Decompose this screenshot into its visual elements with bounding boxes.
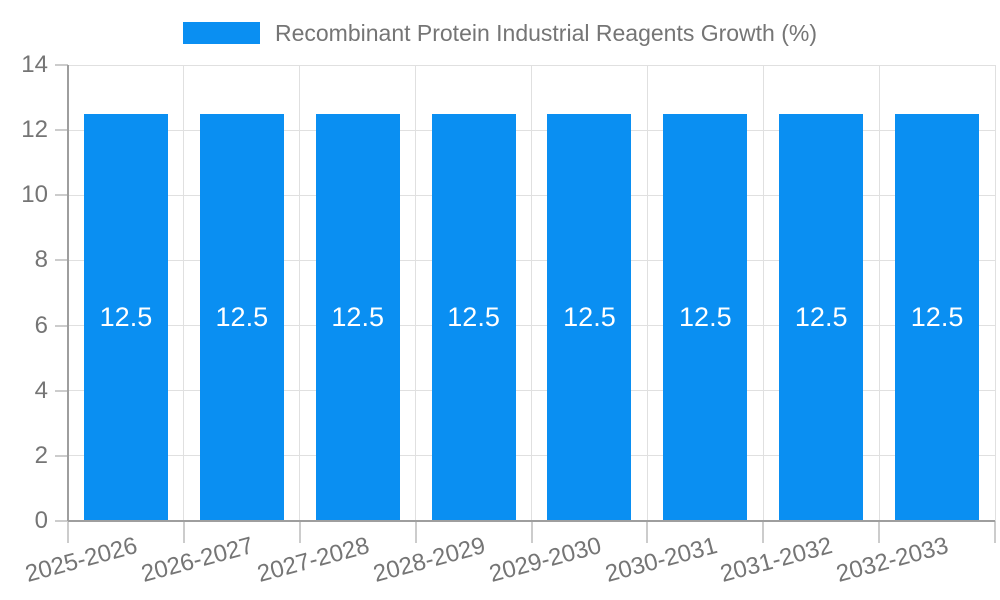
- x-tick: [878, 521, 881, 543]
- bar-value-label: 12.5: [794, 302, 848, 333]
- x-axis-label: 2025-2026: [22, 532, 141, 588]
- x-axis-label: 2032-2033: [833, 532, 952, 588]
- bar[interactable]: 12.5: [779, 113, 864, 521]
- y-axis-line: [67, 65, 69, 521]
- y-tick: [55, 64, 68, 66]
- y-axis-label: 6: [34, 311, 48, 339]
- bar[interactable]: 12.5: [431, 113, 516, 521]
- legend-label: Recombinant Protein Industrial Reagents …: [274, 19, 818, 46]
- y-tick: [55, 389, 68, 392]
- x-axis-label: 2028-2029: [370, 532, 489, 588]
- y-tick: [55, 259, 68, 262]
- x-tick: [646, 521, 649, 543]
- bar-value-label: 12.5: [910, 302, 964, 333]
- x-axis-label: 2029-2030: [486, 532, 604, 588]
- x-gridline: [994, 65, 996, 521]
- x-axis-label: 2026-2027: [138, 532, 257, 588]
- legend-swatch-icon: [182, 22, 260, 44]
- x-tick: [762, 521, 765, 543]
- bar-value-label: 12.5: [215, 302, 269, 333]
- x-axis-label: 2027-2028: [254, 532, 373, 588]
- y-tick: [55, 194, 68, 197]
- bar-value-label: 12.5: [679, 302, 732, 333]
- x-axis-label: 2031-2032: [717, 532, 836, 588]
- x-tick: [994, 521, 996, 543]
- bar-value-label: 12.5: [563, 302, 616, 333]
- bar-value-label: 12.5: [447, 302, 500, 333]
- chart-legend[interactable]: Recombinant Protein Industrial Reagents …: [0, 19, 1000, 47]
- y-tick: [55, 129, 68, 132]
- x-gridline: [878, 65, 880, 521]
- x-tick: [414, 521, 417, 543]
- x-axis-label: 2030-2031: [601, 532, 720, 588]
- bar[interactable]: 12.5: [315, 113, 400, 521]
- x-gridline: [415, 65, 417, 521]
- bar-value-label: 12.5: [331, 302, 384, 333]
- y-axis-label: 0: [34, 507, 48, 534]
- bar[interactable]: 12.5: [895, 113, 980, 521]
- x-tick: [298, 521, 301, 543]
- y-axis-label: 2: [34, 441, 48, 469]
- bar[interactable]: 12.5: [83, 113, 168, 521]
- bar-value-label: 12.5: [99, 302, 153, 333]
- y-axis-label: 4: [34, 376, 48, 404]
- x-gridline: [531, 65, 532, 521]
- y-tick: [55, 324, 68, 327]
- x-tick: [530, 521, 533, 543]
- y-axis-label: 12: [21, 116, 48, 144]
- x-tick: [67, 521, 69, 543]
- bar[interactable]: 12.5: [547, 113, 632, 521]
- y-tick: [55, 454, 68, 457]
- y-axis-label: 8: [34, 246, 48, 274]
- x-gridline: [183, 65, 185, 521]
- bar[interactable]: 12.5: [663, 113, 748, 521]
- x-gridline: [762, 65, 764, 521]
- y-tick: [55, 520, 68, 522]
- x-axis-line: [68, 520, 995, 522]
- y-axis-label: 10: [21, 181, 48, 209]
- x-gridline: [299, 65, 301, 521]
- x-gridline: [646, 65, 648, 521]
- x-tick: [182, 521, 185, 543]
- bar[interactable]: 12.5: [199, 113, 284, 521]
- y-axis-label: 14: [21, 51, 48, 78]
